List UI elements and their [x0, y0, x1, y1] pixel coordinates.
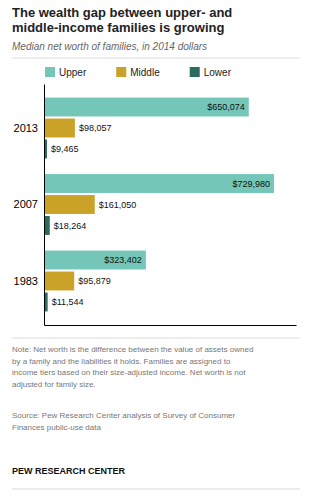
bar [44, 174, 274, 193]
legend-swatch [45, 67, 55, 77]
data-label: $95,879 [78, 276, 111, 286]
separator [12, 338, 300, 339]
bar [44, 119, 75, 138]
data-label: $729,980 [232, 179, 270, 189]
y-tick-label: 2013 [14, 122, 38, 134]
y-tick: 2013 [14, 122, 44, 134]
bar [44, 251, 146, 270]
bar [44, 98, 249, 117]
title: The wealth gap between upper- andmiddle-… [12, 5, 232, 35]
data-label: $11,544 [52, 297, 84, 307]
y-tick-label: 1983 [14, 275, 38, 287]
data-labels: $650,074 $729,980 $323,402 $98,057 $161,050 $… [51, 102, 270, 307]
chart-svg: The wealth gap between upper- andmiddle-… [0, 0, 310, 501]
brand: PEW RESEARCH CENTER [12, 466, 126, 476]
y-tick-label: 2007 [14, 198, 38, 210]
legend-swatch [116, 67, 126, 77]
separator [12, 58, 300, 59]
x-axis-line [45, 325, 297, 326]
subtitle: Median net worth of families, in 2014 do… [12, 41, 207, 52]
legend-swatch [190, 67, 200, 77]
annotation: Source: Pew Research Center analysis of … [12, 411, 236, 432]
data-label: $18,264 [54, 221, 87, 231]
data-label: $323,402 [104, 255, 142, 265]
separator [12, 489, 300, 490]
data-label: $98,057 [79, 123, 112, 133]
legend-label: Upper [59, 67, 87, 78]
legend-label: Middle [130, 67, 160, 78]
y-tick: 2007 [14, 198, 44, 210]
data-label: $9,465 [51, 144, 79, 154]
bar [44, 272, 74, 291]
legend-item: Upper [45, 67, 87, 78]
y-tick: 1983 [14, 275, 44, 287]
data-label: $161,050 [99, 200, 137, 210]
y-axis: 2013 2007 1983 [14, 85, 45, 326]
data-label: $650,074 [207, 102, 245, 112]
y-axis-line [44, 85, 45, 326]
legend: Upper Middle Lower [45, 67, 232, 78]
legend-item: Lower [190, 67, 232, 78]
legend-item: Middle [116, 67, 160, 78]
bar [44, 195, 95, 214]
x-axis [45, 325, 297, 326]
annotation: Note: Net worth is the difference betwee… [12, 345, 253, 389]
chart-container: The wealth gap between upper- andmiddle-… [0, 0, 310, 501]
legend-label: Lower [204, 67, 232, 78]
bars [44, 98, 274, 312]
plot: $650,074 $729,980 $323,402 $98,057 $161,050 $… [14, 85, 297, 326]
